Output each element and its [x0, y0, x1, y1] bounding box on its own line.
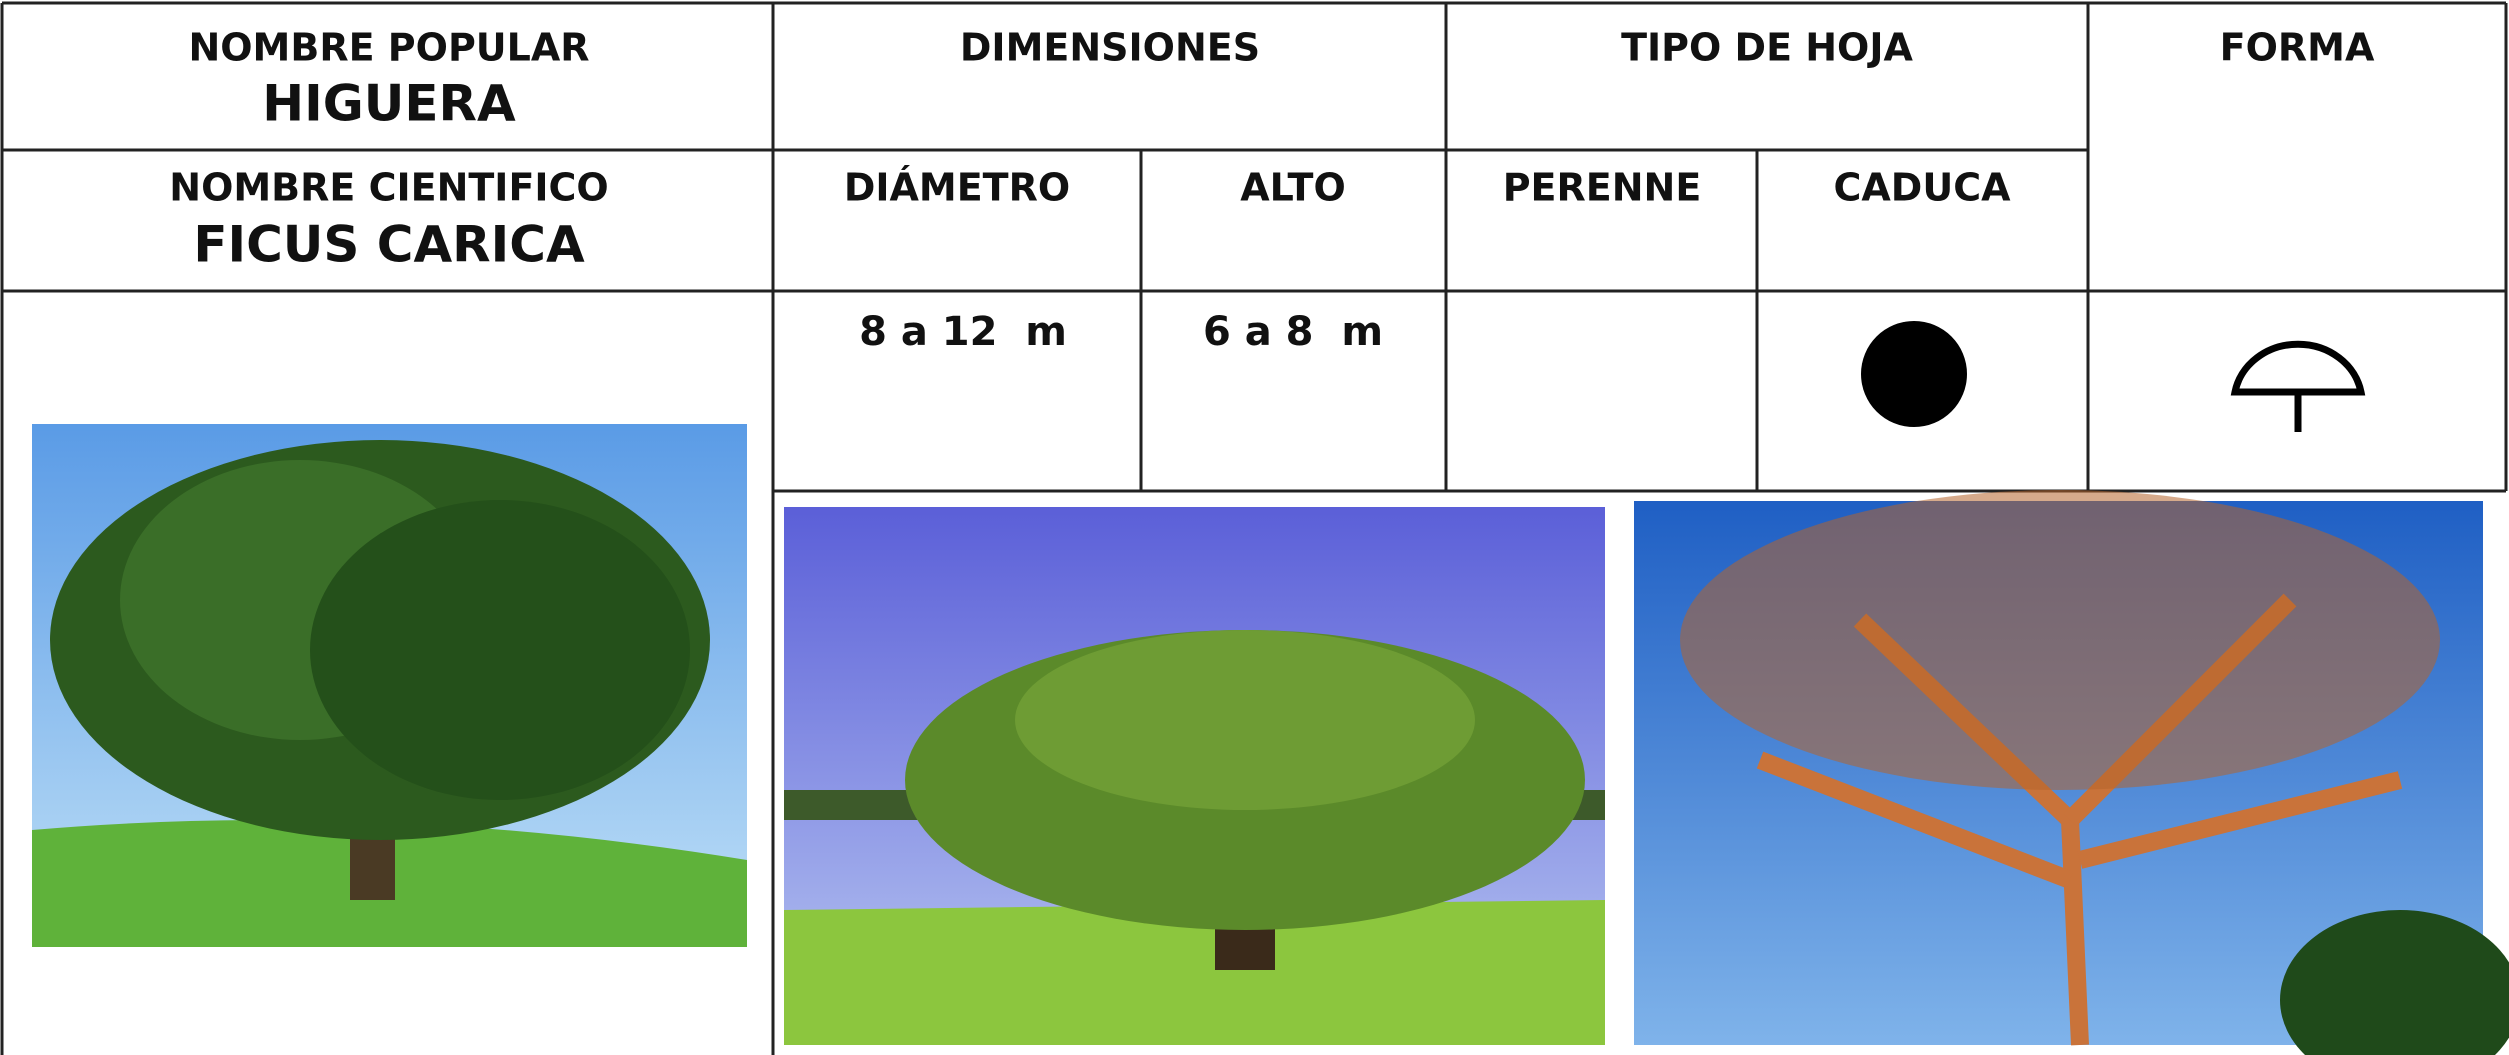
evergreen-label: PERENNE: [1503, 166, 1702, 210]
height-value: 6 a 8 m: [1203, 309, 1383, 355]
diameter-value: 8 a 12 m: [859, 309, 1067, 355]
scientific-name: FICUS CARICA: [193, 216, 585, 274]
photo-left: [32, 424, 747, 947]
leaf-type-title: TIPO DE HOJA: [1621, 26, 1913, 70]
height-label: ALTO: [1240, 166, 1346, 210]
popular-name: HIGUERA: [262, 75, 516, 133]
photo-middle: [784, 507, 1605, 1045]
popular-label: NOMBRE POPULAR: [188, 26, 589, 70]
shape-title: FORMA: [2220, 26, 2375, 70]
deciduous-label: CADUCA: [1834, 166, 2012, 210]
shape-icon: [2230, 340, 2366, 432]
dimensions-title: DIMENSIONES: [960, 26, 1260, 70]
diameter-label: DIÁMETRO: [844, 166, 1070, 210]
scientific-label: NOMBRE CIENTIFICO: [169, 166, 608, 210]
deciduous-marker: [1861, 321, 1967, 427]
photo-right: [1634, 490, 2509, 1055]
